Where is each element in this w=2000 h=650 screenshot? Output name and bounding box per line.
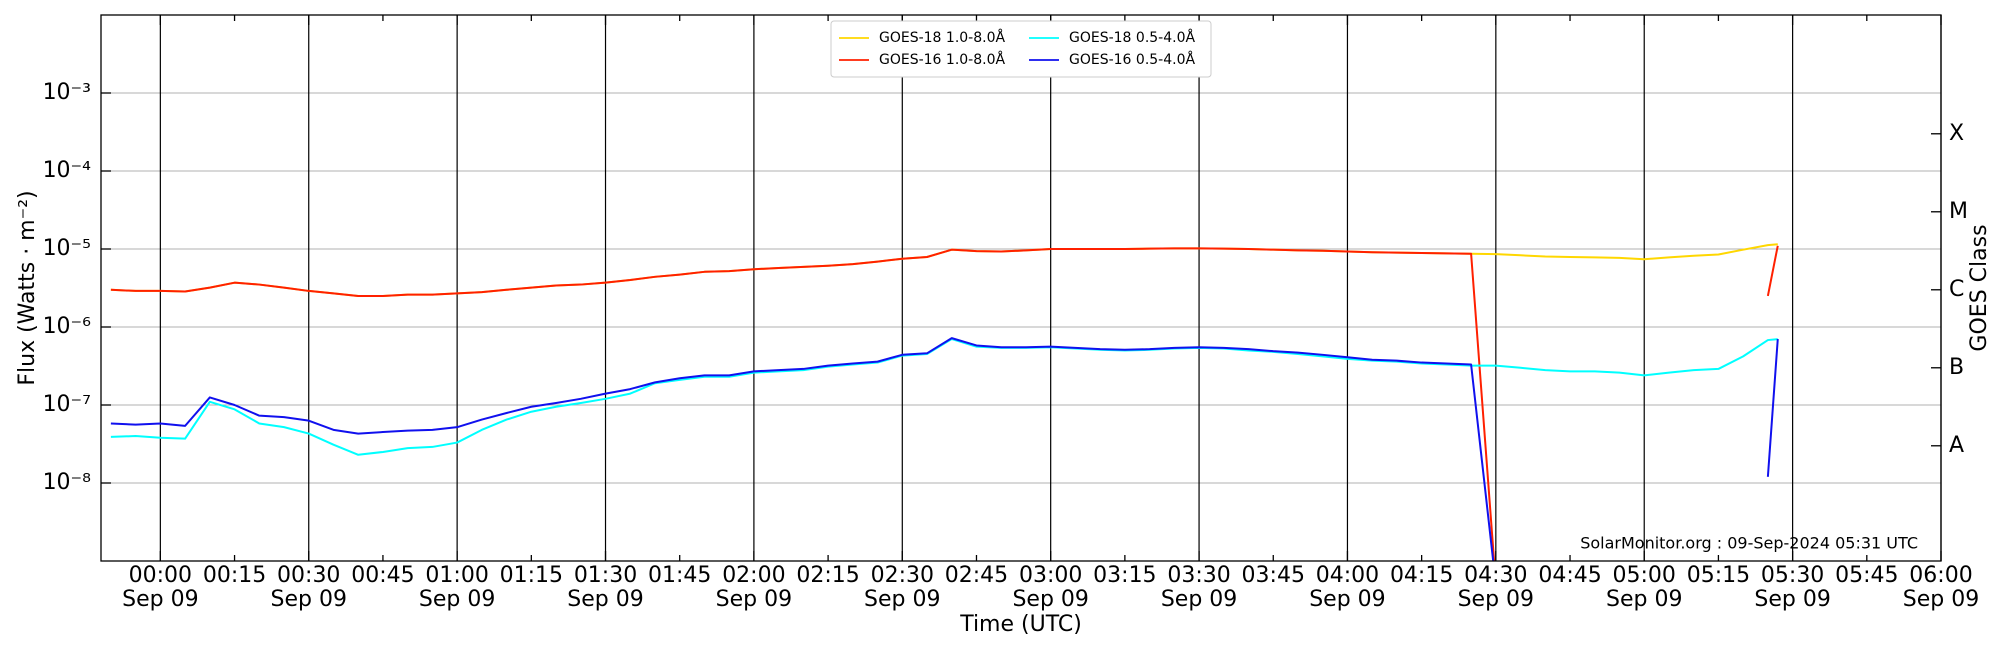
y2-tick-label: A (1949, 433, 1964, 458)
y-tick-label: 10⁻⁶ (43, 314, 92, 339)
x-tick-label: 05:30 Sep 09 (1754, 564, 1831, 612)
y2-tick-label: X (1949, 121, 1964, 146)
x-tick-text: 04:45 (1538, 564, 1602, 588)
x-tick-label: 02:30 Sep 09 (864, 564, 941, 612)
x-tick-text: 01:00 Sep 09 (418, 564, 496, 612)
plot-frame (100, 14, 1942, 562)
y-tick-label: 10⁻⁸ (43, 470, 92, 495)
y2-axis-label: GOES Class (1967, 224, 1992, 351)
grid (101, 15, 1942, 561)
y-tick-label: 10⁻⁴ (43, 158, 92, 183)
y2-tick-label: B (1949, 355, 1964, 380)
x-tick-label: 05:15 (1686, 564, 1751, 588)
x-tick-text: 00:45 (351, 564, 415, 588)
x-tick-text: 02:45 (944, 564, 1009, 588)
x-tick-label: 01:00 Sep 09 (418, 564, 496, 612)
legend-box (830, 20, 1212, 78)
x-tick-text: 05:45 (1835, 564, 1899, 588)
x-tick-label: 01:30 Sep 09 (567, 564, 644, 612)
x-tick-text: 05:30 Sep 09 (1754, 564, 1831, 612)
series-line (110, 245, 1779, 561)
legend-label: GOES-16 0.5-4.0Å (1069, 51, 1195, 68)
series-line (110, 337, 1779, 561)
x-tick-label: 00:15 (202, 564, 267, 588)
x-tick-label: 03:00 Sep 09 (1012, 564, 1089, 612)
x-tick-text: 03:30 Sep 09 (1160, 564, 1238, 612)
x-tick-text: 00:15 (202, 564, 267, 588)
y-tick-label: 10⁻⁵ (43, 236, 91, 261)
x-tick-label: 01:45 (648, 564, 712, 588)
x-tick-text: 03:45 (1241, 564, 1305, 588)
x-tick-label: 00:45 (351, 564, 415, 588)
x-tick-text: 04:15 (1389, 564, 1454, 588)
x-tick-label: 05:00 Sep 09 (1605, 564, 1683, 612)
x-tick-text: 01:30 Sep 09 (567, 564, 644, 612)
x-tick-text: 04:30 Sep 09 (1457, 564, 1535, 612)
x-tick-text: 05:15 (1686, 564, 1751, 588)
legend-label: GOES-16 1.0-8.0Å (879, 51, 1005, 68)
x-tick-label: 00:00 Sep 09 (122, 564, 199, 612)
x-tick-label: 00:30 Sep 09 (270, 564, 347, 612)
x-tick-text: 02:30 Sep 09 (864, 564, 941, 612)
axes: 10⁻⁸ 10⁻⁷ 10⁻⁶ 10⁻⁵ 10⁻⁴ 10⁻³ A B C M X 00:00 Sep 0… (43, 15, 1980, 612)
y-axis-label: Flux (Watts · m⁻²) (15, 190, 40, 385)
annotation: SolarMonitor.org : 09-Sep-2024 05:31 UTC (1580, 534, 1918, 553)
x-tick-text: 02:00 Sep 09 (715, 564, 793, 612)
y2-tick-label: M (1949, 199, 1968, 224)
x-axis-label: Time (UTC) (959, 612, 1082, 637)
x-tick-label: 04:15 (1389, 564, 1454, 588)
x-tick-label: 04:00 Sep 09 (1309, 564, 1386, 612)
legend-label: GOES-18 0.5-4.0Å (1069, 29, 1195, 46)
x-tick-label: 02:00 Sep 09 (715, 564, 793, 612)
x-tick-label: 05:45 (1835, 564, 1899, 588)
x-tick-text: 00:30 Sep 09 (270, 564, 347, 612)
plot-lines (110, 243, 1779, 561)
x-tick-label: 03:15 (1093, 564, 1157, 588)
x-tick-text: 05:00 Sep 09 (1605, 564, 1683, 612)
legend: GOES-18 1.0-8.0Å GOES-16 1.0-8.0Å GOES-18 … (830, 20, 1212, 78)
x-tick-text: 03:00 Sep 09 (1012, 564, 1089, 612)
y-tick-label: 10⁻⁷ (43, 392, 91, 417)
x-tick-text: 01:15 (499, 564, 564, 588)
y2-tick-label: C (1949, 277, 1964, 302)
x-tick-label: 04:30 Sep 09 (1457, 564, 1535, 612)
x-tick-text: 06:00 Sep 09 (1902, 564, 1980, 612)
x-tick-text: 01:45 (648, 564, 712, 588)
x-tick-text: 03:15 (1093, 564, 1157, 588)
x-tick-label: 06:00 Sep 09 (1902, 564, 1980, 612)
x-tick-label: 04:45 (1538, 564, 1602, 588)
x-tick-label: 03:30 Sep 09 (1160, 564, 1238, 612)
y-tick-label: 10⁻³ (43, 80, 91, 105)
x-tick-label: 01:15 (499, 564, 564, 588)
x-tick-label: 02:45 (944, 564, 1009, 588)
legend-label: GOES-18 1.0-8.0Å (879, 29, 1005, 46)
x-tick-text: 02:15 (796, 564, 860, 588)
x-tick-text: 04:00 Sep 09 (1309, 564, 1386, 612)
x-tick-label: 03:45 (1241, 564, 1305, 588)
x-tick-text: 00:00 Sep 09 (122, 564, 199, 612)
x-tick-label: 02:15 (796, 564, 860, 588)
